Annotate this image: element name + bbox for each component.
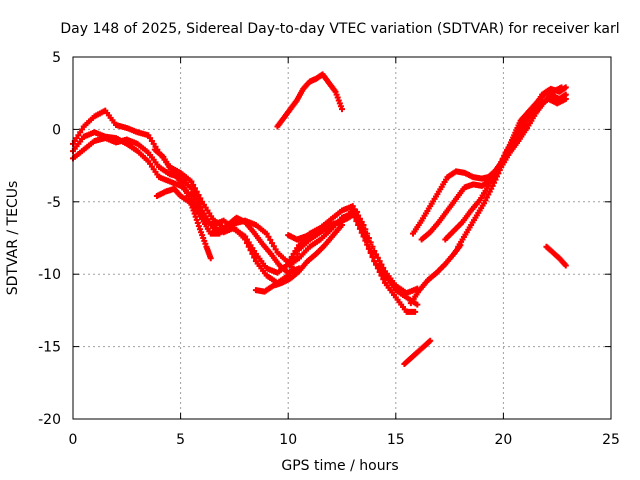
data-marker [493, 173, 500, 180]
data-marker [376, 258, 383, 265]
data-marker [374, 254, 381, 261]
data-point [562, 262, 569, 269]
data-marker [378, 261, 385, 268]
data-marker [358, 229, 365, 236]
data-marker [380, 276, 387, 283]
data-point [414, 301, 421, 308]
data-marker [265, 233, 272, 240]
series-track-12 [418, 84, 569, 243]
x-tick-label: 0 [69, 432, 78, 448]
data-marker [294, 250, 301, 257]
data-marker [272, 246, 279, 253]
data-point [354, 208, 361, 215]
series-track-7 [285, 208, 361, 243]
grid-lines [73, 57, 611, 419]
data-marker [365, 245, 372, 252]
series-track-9 [401, 337, 434, 367]
x-tick-label: 25 [602, 432, 620, 448]
data-point [207, 255, 214, 262]
y-tick-label: 5 [52, 50, 61, 66]
data-marker [190, 181, 197, 188]
data-marker [192, 213, 199, 220]
series-track-8 [274, 71, 345, 130]
data-marker [364, 230, 371, 237]
data-marker [194, 220, 201, 227]
data-marker [355, 221, 362, 228]
data-marker [251, 254, 258, 261]
tick-labels: 0 5 10 15 20 25 5 0 -5 -10 -15 -20 [38, 50, 620, 448]
data-markers [70, 71, 569, 367]
y-tick-label: -15 [38, 340, 61, 356]
data-point [562, 95, 569, 102]
data-point [188, 185, 195, 192]
x-axis-label: GPS time / hours [281, 458, 398, 474]
data-point [412, 308, 419, 315]
y-axis-label: SDTVAR / TECUs [5, 181, 21, 296]
data-marker [362, 237, 369, 244]
data-marker [356, 225, 363, 232]
data-marker [190, 189, 197, 196]
data-marker [353, 218, 360, 225]
series-track-1 [70, 107, 421, 297]
series-track-5 [151, 146, 214, 262]
data-point [360, 233, 367, 240]
data-point [190, 207, 197, 214]
y-tick-label: -10 [38, 267, 61, 283]
series-track-4 [153, 185, 302, 276]
x-tick-label: 10 [279, 432, 297, 448]
data-marker [491, 179, 498, 186]
series-track-6 [252, 221, 345, 295]
data-marker [492, 176, 499, 183]
data-point [558, 84, 565, 91]
y-tick-label: -20 [38, 412, 61, 428]
data-marker [367, 249, 374, 256]
data-point [489, 182, 496, 189]
y-tick-label: 0 [52, 122, 61, 138]
data-point [427, 337, 434, 344]
plot-frame [72, 56, 612, 420]
data-point [263, 230, 270, 237]
data-marker [373, 251, 380, 258]
data-marker [270, 243, 277, 250]
data-marker [267, 236, 274, 243]
data-marker [369, 254, 376, 261]
x-tick-label: 5 [176, 432, 185, 448]
data-marker [191, 210, 198, 217]
series-track-14 [455, 84, 565, 250]
series-track-15 [543, 243, 569, 269]
data-marker [195, 223, 202, 230]
data-point [188, 178, 195, 185]
data-marker [364, 241, 371, 248]
data-marker [197, 195, 204, 202]
y-tick-label: -5 [47, 195, 61, 211]
series-track-10 [407, 242, 464, 307]
x-tick-label: 20 [494, 432, 512, 448]
data-marker [496, 167, 503, 174]
data-point [339, 106, 345, 113]
x-tick-label: 15 [387, 432, 405, 448]
series-track-11 [410, 88, 569, 237]
chart-title: Day 148 of 2025, Sidereal Day-to-day VTE… [60, 21, 619, 37]
data-marker [269, 240, 276, 247]
data-marker [495, 170, 502, 177]
data-marker [193, 216, 200, 223]
